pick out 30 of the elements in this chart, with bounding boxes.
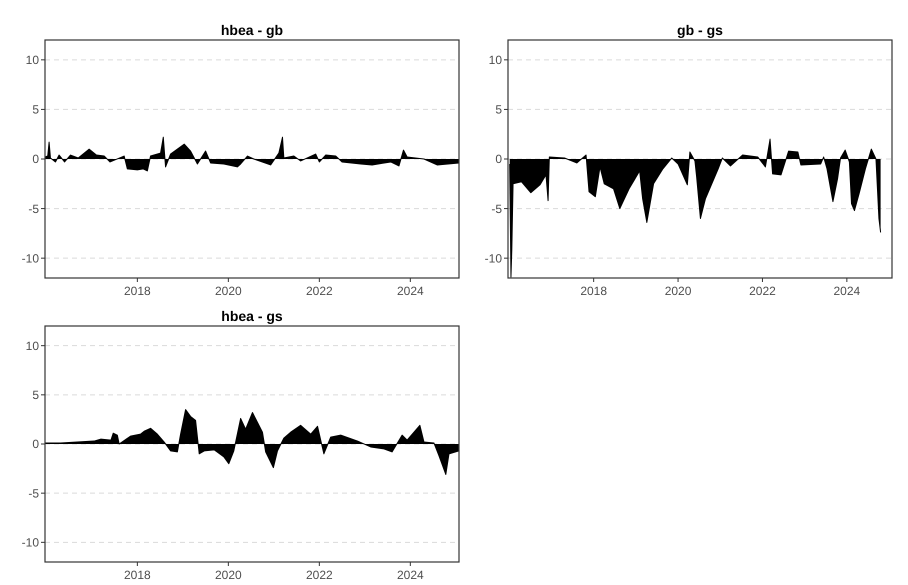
y-tick-label: 0	[32, 437, 40, 452]
y-tick-label: 0	[495, 152, 502, 166]
y-tick-label: 10	[26, 53, 40, 68]
chart-title: hbea - gb	[220, 22, 284, 38]
y-tick-label: 5	[32, 388, 40, 402]
chart-title: gb - gs	[677, 22, 724, 38]
y-tick-label: -10	[22, 251, 40, 266]
y-tick-label: 5	[495, 102, 502, 117]
x-tick-label: 2024	[396, 284, 424, 298]
x-tick-label: 2020	[664, 284, 692, 298]
y-tick-label: -10	[484, 251, 502, 266]
y-tick-label: 5	[32, 102, 40, 117]
y-tick-label: 10	[488, 53, 502, 68]
x-tick-label: 2022	[306, 568, 333, 582]
y-tick-label: -5	[28, 202, 40, 216]
y-tick-label: 10	[26, 338, 40, 353]
x-tick-label: 2018	[124, 568, 152, 582]
x-tick-label: 2024	[833, 284, 861, 298]
x-tick-label: 2022	[306, 284, 333, 298]
chart-title: hbea - gs	[221, 308, 283, 324]
y-tick-label: 0	[32, 152, 40, 166]
y-tick-label: -5	[28, 486, 40, 500]
x-tick-label: 2022	[749, 284, 776, 298]
x-tick-label: 2024	[396, 568, 424, 582]
x-tick-label: 2020	[214, 284, 242, 298]
x-tick-label: 2018	[124, 284, 152, 298]
x-tick-label: 2020	[214, 568, 242, 582]
x-tick-label: 2018	[580, 284, 608, 298]
y-tick-label: -10	[22, 536, 40, 550]
y-tick-label: -5	[491, 202, 502, 216]
